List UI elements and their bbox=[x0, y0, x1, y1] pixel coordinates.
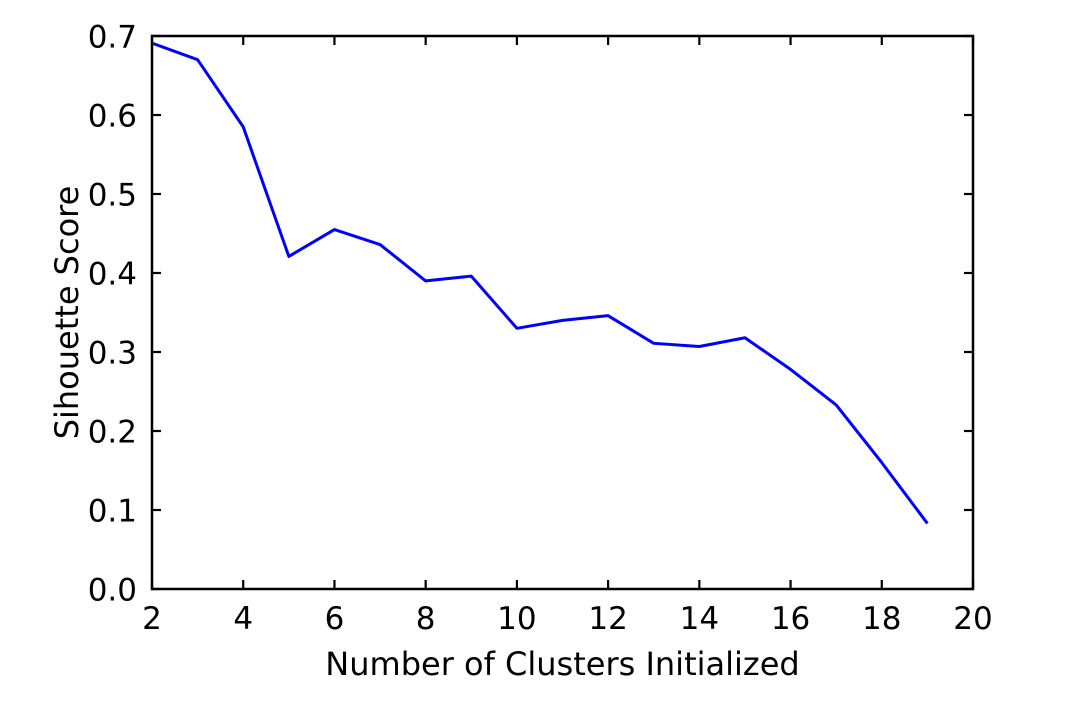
x-tick-label: 8 bbox=[416, 601, 436, 637]
y-tick-label: 0.1 bbox=[88, 494, 137, 530]
plot-border bbox=[150, 34, 975, 591]
y-tick-label: 0.6 bbox=[88, 99, 137, 135]
y-tick-labels: 0.0 0.1 0.2 0.3 0.4 0.5 0.6 0.7 bbox=[88, 20, 137, 609]
x-tick-labels: 2 4 6 8 10 12 14 16 18 20 bbox=[142, 601, 993, 637]
x-tick-label: 4 bbox=[233, 601, 253, 637]
y-tick-label: 0.0 bbox=[88, 573, 137, 609]
x-tick-label: 10 bbox=[497, 601, 536, 637]
y-tick-label: 0.4 bbox=[88, 257, 137, 293]
x-tick-label: 16 bbox=[771, 601, 810, 637]
y-tick-label: 0.2 bbox=[88, 415, 137, 451]
y-axis-label: Sihouette Score bbox=[48, 186, 86, 440]
plot-area bbox=[152, 36, 973, 589]
x-tick-label: 18 bbox=[862, 601, 901, 637]
y-tick-label: 0.7 bbox=[88, 20, 137, 56]
x-tick-label: 2 bbox=[142, 601, 162, 637]
axis-ticks bbox=[150, 34, 975, 591]
x-tick-label: 12 bbox=[588, 601, 627, 637]
data-line bbox=[151, 41, 929, 525]
x-axis-label: Number of Clusters Initialized bbox=[325, 645, 799, 683]
y-tick-label: 0.5 bbox=[88, 178, 137, 214]
y-tick-label: 0.3 bbox=[88, 336, 137, 372]
x-tick-label: 6 bbox=[325, 601, 345, 637]
x-tick-label: 20 bbox=[953, 601, 992, 637]
x-tick-label: 14 bbox=[680, 601, 719, 637]
